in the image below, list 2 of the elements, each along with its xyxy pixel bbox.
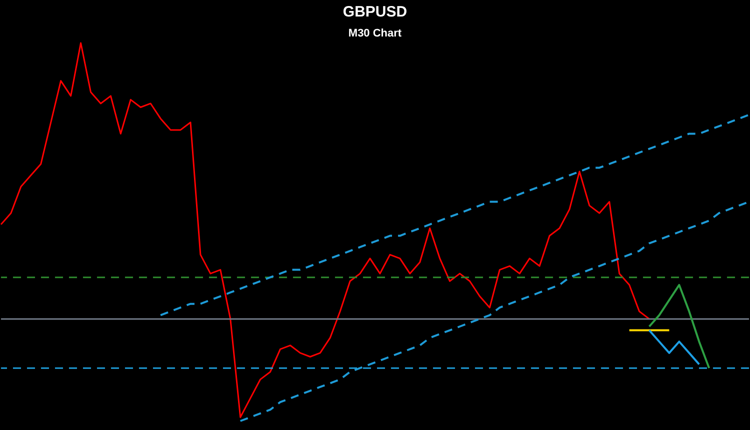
chart-title: GBPUSD — [342, 3, 408, 20]
chart-subtitle: M30 Chart — [348, 27, 402, 40]
